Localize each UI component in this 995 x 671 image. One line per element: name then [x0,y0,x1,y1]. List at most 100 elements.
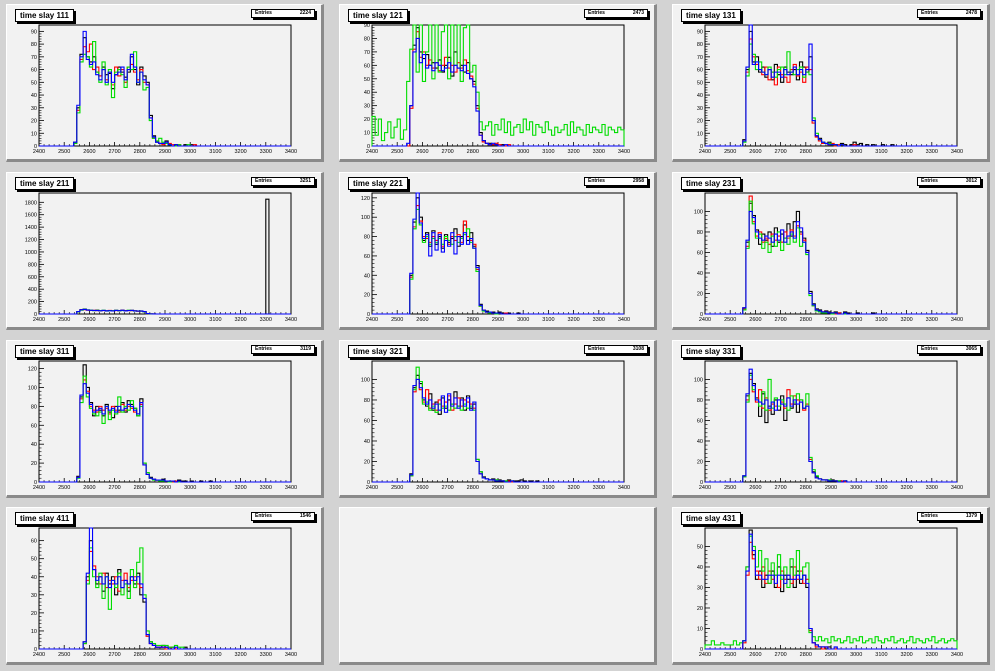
x-tick-label: 3300 [593,149,605,155]
x-tick-label: 3200 [900,652,912,658]
x-tick-label: 3000 [850,485,862,491]
x-tick-label: 2500 [58,317,70,323]
y-tick-label: 0 [367,312,370,318]
x-tick-label: 2900 [159,317,171,323]
x-tick-label: 3000 [184,485,196,491]
y-tick-label: 200 [28,300,37,306]
y-tick-label: 0 [700,647,703,653]
x-tick-label: 3300 [926,149,938,155]
x-tick-label: 2700 [108,485,120,491]
x-tick-label: 3200 [567,149,579,155]
x-tick-label: 2600 [749,317,761,323]
stats-box: Entries 2224 [251,9,315,18]
x-tick-label: 3200 [234,485,246,491]
y-tick-label: 90 [697,29,703,35]
x-tick-label: 2800 [467,149,479,155]
x-tick-label: 3100 [209,652,221,658]
stats-box: Entries 2473 [584,9,648,18]
y-tick-label: 30 [31,593,37,599]
x-tick-label: 2500 [391,149,403,155]
stats-label: Entries [255,10,272,16]
x-tick-label: 2500 [391,317,403,323]
y-tick-label: 100 [28,385,37,391]
histogram-title: time slay 321 [348,345,408,358]
x-tick-label: 2400 [366,149,378,155]
plot-frame [38,360,292,483]
histogram-plot: 2400 2500 2600 2700 2800 2900 3000 3100 3200 3300… [697,527,963,658]
y-tick-label: 50 [31,557,37,563]
y-tick-label: 1600 [25,213,37,219]
histogram-title: time slay 311 [15,345,75,358]
histogram-title: time slay 211 [15,177,75,190]
histogram-plot: 2400 2500 2600 2700 2800 2900 3000 3100 3200 3300… [694,192,963,323]
plot-frame [38,527,292,650]
x-tick-label: 2700 [108,317,120,323]
histogram-pad: 2400 2500 2600 2700 2800 2900 3000 3100 3200 3300… [672,172,990,330]
y-tick-label: 80 [697,42,703,48]
x-tick-label: 3100 [209,485,221,491]
y-tick-label: 80 [364,398,370,404]
histogram-title: time slay 431 [681,512,741,525]
y-tick-label: 40 [364,439,370,445]
x-tick-label: 2800 [134,317,146,323]
y-tick-label: 10 [697,626,703,632]
x-tick-label: 2600 [416,485,428,491]
x-tick-label: 2800 [800,149,812,155]
x-tick-label: 2600 [416,149,428,155]
x-tick-label: 3300 [926,652,938,658]
x-tick-label: 2900 [492,485,504,491]
y-tick-label: 10 [31,629,37,635]
y-tick-label: 20 [364,459,370,465]
x-tick-label: 2500 [58,485,70,491]
y-tick-label: 60 [364,418,370,424]
stats-label: Entries [588,346,605,352]
histogram-title: time slay 411 [15,512,75,525]
histogram-pad: 2400 2500 2600 2700 2800 2900 3000 3100 3200 3300… [6,172,324,330]
y-tick-label: 30 [697,106,703,112]
x-tick-label: 3400 [285,317,297,323]
y-tick-label: 20 [697,606,703,612]
x-tick-label: 3300 [926,317,938,323]
x-tick-label: 2800 [800,485,812,491]
y-tick-label: 60 [697,250,703,256]
x-tick-label: 3100 [542,485,554,491]
y-tick-label: 100 [694,209,703,215]
x-tick-label: 2400 [33,652,45,658]
x-tick-label: 2400 [366,485,378,491]
x-tick-label: 3400 [285,149,297,155]
stats-label: Entries [588,10,605,16]
x-tick-label: 2500 [724,317,736,323]
x-tick-label: 3000 [184,149,196,155]
histogram-pad: 2400 2500 2600 2700 2800 2900 3000 3100 3200 3300… [672,340,990,498]
histogram-plot: 2400 2500 2600 2700 2800 2900 3000 3100 3200 3300… [364,23,630,155]
x-tick-label: 3400 [951,317,963,323]
stats-value: 3065 [965,346,977,352]
y-tick-label: 20 [697,459,703,465]
y-tick-label: 80 [31,42,37,48]
x-tick-label: 3100 [875,652,887,658]
x-tick-label: 2900 [159,149,171,155]
histogram-pad: 2400 2500 2600 2700 2800 2900 3000 3100 3200 3300… [6,340,324,498]
histogram-title: time slay 231 [681,177,741,190]
y-tick-label: 90 [31,29,37,35]
y-tick-label: 60 [31,68,37,74]
histogram-series [372,192,624,315]
stats-value: 2473 [632,10,644,16]
plot-frame [704,527,958,650]
x-tick-label: 2800 [467,317,479,323]
stats-box: Entries 3108 [584,345,648,354]
plot-frame [704,360,958,483]
stats-value: 1546 [299,513,311,519]
y-tick-label: 1400 [25,225,37,231]
histogram-plot: 2400 2500 2600 2700 2800 2900 3000 3100 3200 3300… [694,360,963,491]
x-tick-label: 3000 [184,317,196,323]
stats-box: Entries 3251 [251,177,315,186]
y-tick-label: 0 [700,480,703,486]
y-tick-label: 70 [31,55,37,61]
y-tick-label: 20 [364,117,370,123]
x-tick-label: 2400 [699,149,711,155]
x-tick-label: 3400 [618,149,630,155]
stats-label: Entries [921,346,938,352]
histogram-plot: 2400 2500 2600 2700 2800 2900 3000 3100 3200 3300… [31,24,297,155]
x-tick-label: 3400 [951,652,963,658]
